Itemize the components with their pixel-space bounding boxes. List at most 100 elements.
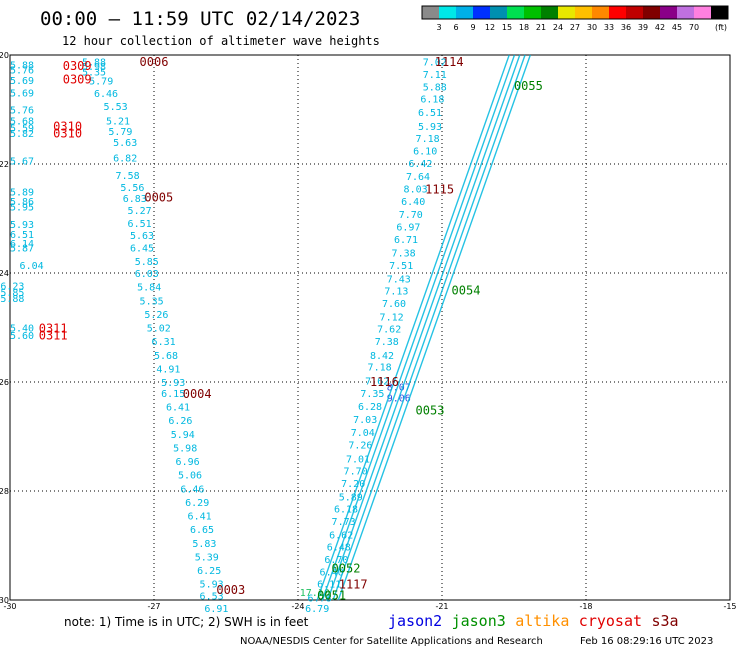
satellite-name: jason2 — [388, 612, 442, 630]
y-tick-label: -26 — [0, 378, 9, 387]
colorbar-swatch — [643, 6, 660, 19]
axis-tick-labels: -30 -27 -24 -21 -18 -15 -20 -22 -24 -26 -28 -30 — [0, 51, 737, 611]
y-tick-label: -28 — [0, 487, 9, 496]
wave-height-label: 6.41 — [166, 403, 190, 414]
track-swath-line — [316, 54, 510, 601]
wave-height-label: 5.06 — [178, 471, 202, 482]
wave-height-label: 5.35 — [140, 296, 164, 307]
colorbar-label: 9 — [470, 23, 475, 32]
wave-height-label: 6.91 — [204, 604, 228, 615]
colorbar-swatch — [439, 6, 456, 19]
wave-height-label: 6.18 — [420, 95, 444, 106]
wave-height-label: 5.93 — [10, 220, 34, 231]
wave-height-label: 7.60 — [382, 299, 406, 310]
pass-label: 0005 — [144, 191, 173, 205]
wave-height-label: 5.93 — [200, 580, 224, 591]
wave-height-label: 7.35 — [360, 389, 384, 400]
wave-height-label: 6.96 — [176, 457, 200, 468]
colorbar-swatch — [660, 6, 677, 19]
wave-height-label: 6.11 — [317, 580, 341, 591]
wave-height-label: 6.45 — [130, 243, 154, 254]
wave-height-label: 6.10 — [413, 146, 437, 157]
x-tick-label: -21 — [435, 602, 448, 611]
colorbar-swatch — [677, 6, 694, 19]
pass-label: 0053 — [416, 403, 445, 417]
wave-height-label: 5.94 — [171, 430, 195, 441]
pass-label: 0310 — [53, 126, 82, 140]
satellite-name: s3a — [652, 612, 679, 630]
wave-height-label: 5.02 — [147, 324, 171, 335]
colorbar-swatch — [422, 6, 439, 19]
wave-height-label: 5.69 — [10, 76, 34, 87]
colorbar-label: 27 — [570, 23, 580, 32]
colorbar-label: 18 — [519, 23, 529, 32]
wave-height-label: 7.43 — [387, 274, 411, 285]
wave-height-label: 6.15 — [161, 389, 185, 400]
pass-label: 0054 — [452, 283, 481, 297]
wave-height-label: 5.63 — [113, 138, 137, 149]
wave-height-label: 5.56 — [120, 183, 144, 194]
wave-height-label: 6.48 — [327, 543, 351, 554]
wave-height-label: 7.62 — [377, 325, 401, 336]
pass-label: 0309 — [63, 72, 92, 86]
wave-height-label: 5.69 — [10, 89, 34, 100]
wave-height-label: 5.89 — [339, 492, 363, 503]
colorbar-label: 12 — [485, 23, 495, 32]
colorbar-swatch — [490, 6, 507, 19]
wave-height-label: 7.51 — [389, 261, 413, 272]
wave-height-label: 7.62 — [365, 376, 389, 387]
wave-height-label: 17.10 — [300, 588, 330, 599]
x-tick-label: -30 — [3, 602, 16, 611]
wave-height-label: 5.85 — [135, 257, 159, 268]
colorbar-label: 45 — [672, 23, 682, 32]
wave-height-label: 6.42 — [408, 159, 432, 170]
wave-height-label: 6.78 — [308, 593, 332, 604]
satellite-name: jason3 — [452, 612, 506, 630]
pass-label: 0003 — [216, 583, 245, 597]
wave-height-label: 4.91 — [156, 364, 180, 375]
x-tick-label: -27 — [147, 602, 160, 611]
wave-height-label: 6.51 — [418, 108, 442, 119]
wave-height-label: 7.26 — [348, 441, 372, 452]
wave-height-label: 6.71 — [394, 235, 418, 246]
colorbar-swatch — [473, 6, 490, 19]
colorbar-swatch — [609, 6, 626, 19]
grid-lines — [10, 55, 730, 600]
wave-height-label: 5.95 — [10, 203, 34, 214]
wave-height-label: 6.62 — [329, 531, 353, 542]
wave-height-label: 5.21 — [106, 116, 130, 127]
pass-label: 0311 — [39, 322, 68, 336]
chart-title: 00:00 – 11:59 UTC 02/14/2023 — [40, 8, 360, 30]
wave-height-label: 5.89 — [10, 187, 34, 198]
track-swath-line — [321, 54, 516, 601]
colorbar-swatch — [524, 6, 541, 19]
wave-height-label: 5.27 — [128, 206, 152, 217]
wave-height-label: 7.03 — [353, 415, 377, 426]
wave-height-label: 5.63 — [130, 231, 154, 242]
wave-height-marks: 5.885.765.695.695.765.685.595.825.675.89… — [0, 54, 531, 615]
track-swath-line — [337, 54, 531, 601]
wave-height-label: 5.76 — [10, 106, 34, 117]
colorbar-swatch — [507, 6, 524, 19]
wave-height-label: 5.26 — [144, 310, 168, 321]
colorbar-swatch — [626, 6, 643, 19]
wave-height-label: 7.18 — [368, 363, 392, 374]
wave-height-label: 7.38 — [392, 248, 416, 259]
wave-height-label: 7.64 — [406, 172, 430, 183]
plot-frame — [9, 54, 731, 601]
colorbar-label: 6 — [453, 23, 458, 32]
wave-height-label: 6.40 — [401, 197, 425, 208]
wave-height-label: 7.70 — [344, 466, 368, 477]
wave-height-label: 7.12 — [380, 313, 404, 324]
wave-height-label: 7.02 — [423, 58, 447, 69]
wave-height-label: 5.93 — [161, 378, 185, 389]
colorbar-label: 3 — [436, 23, 441, 32]
wave-height-label: 5.98 — [173, 443, 197, 454]
colorbar-swatch — [541, 6, 558, 19]
wave-height-label: 5.88 — [0, 294, 24, 305]
colorbar-legend: 3 6 9 12 15 18 21 24 27 30 33 36 39 42 45 70 — [421, 5, 729, 32]
colorbar-label: 36 — [621, 23, 631, 32]
wave-height-label: 6.51 — [10, 230, 34, 241]
wave-height-label: 5.83 — [192, 539, 216, 550]
